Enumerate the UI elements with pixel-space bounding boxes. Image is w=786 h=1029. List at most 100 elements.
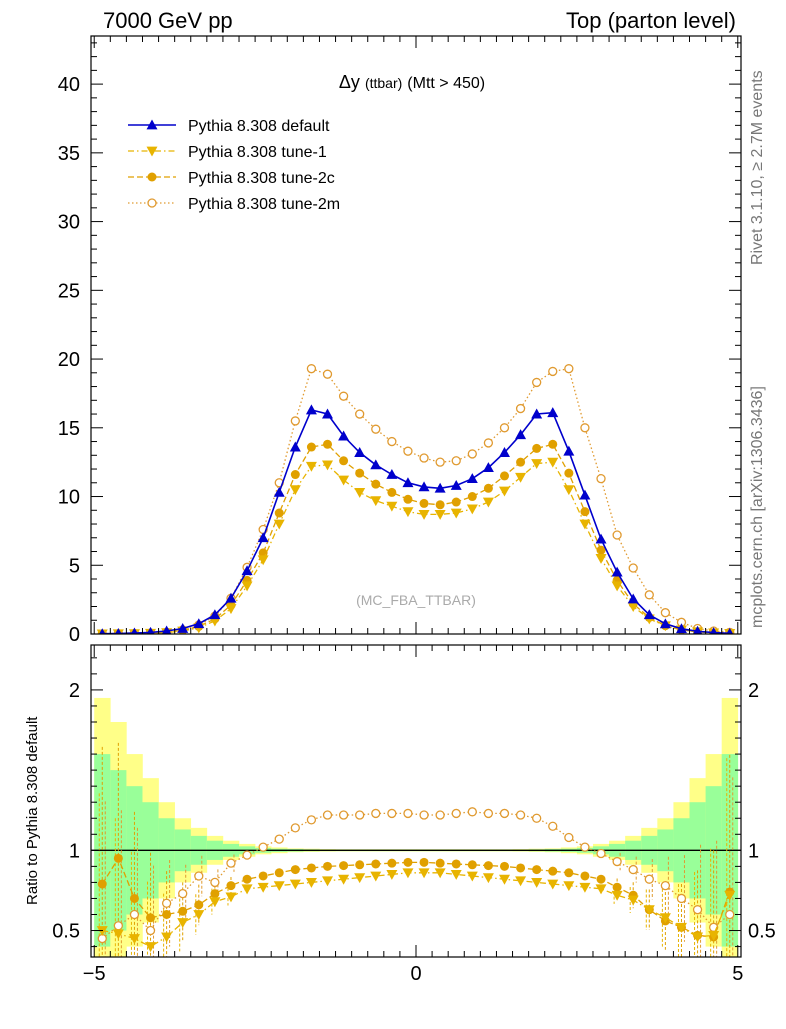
data-point-1-8	[225, 604, 237, 615]
data-point-1-20	[419, 857, 429, 867]
main-title-small: (ttbar)	[365, 75, 402, 91]
data-point-1-16	[355, 860, 365, 870]
data-point-1-11	[274, 868, 284, 878]
data-point-1-27	[532, 865, 542, 875]
data-point-2-26	[515, 810, 526, 820]
data-point-0-11	[273, 881, 285, 892]
ratio-ytick-label: 2	[69, 680, 80, 702]
data-point-2-4	[161, 898, 172, 908]
legend: Pythia 8.308 default Pythia 8.308 tune-1 P…	[128, 118, 340, 213]
data-point-2-6	[194, 871, 204, 881]
data-point-3-16	[355, 409, 365, 419]
data-point-0-5	[177, 918, 189, 929]
data-point-0-3	[145, 942, 157, 953]
data-point-1-14	[322, 460, 334, 471]
data-point-0-17	[370, 871, 382, 882]
data-point-1-29	[563, 485, 575, 496]
data-point-2-12	[290, 470, 300, 480]
legend-entry-2: Pythia 8.308 tune-2c	[128, 170, 335, 187]
data-point-0-23	[466, 473, 478, 484]
data-point-1-29	[564, 868, 574, 878]
data-point-0-22	[450, 480, 462, 490]
main-ytick-label: 0	[69, 624, 80, 646]
main-ytick-label: 20	[58, 349, 80, 371]
data-point-3-19	[403, 446, 413, 456]
data-point-2-17	[371, 479, 381, 489]
data-point-2-13	[306, 442, 316, 452]
main-ytick-label: 15	[58, 418, 80, 440]
data-point-2-14	[322, 810, 333, 820]
data-point-0-4	[161, 932, 173, 943]
data-point-1-31	[596, 874, 606, 884]
data-point-2-19	[403, 808, 413, 819]
data-point-1-24	[482, 497, 494, 508]
data-point-2-16	[355, 810, 365, 820]
data-point-1-10	[258, 871, 268, 881]
data-point-0-8	[225, 592, 237, 603]
data-point-0-34	[643, 609, 655, 620]
data-point-0-22	[450, 869, 462, 880]
series-line-0	[102, 872, 731, 948]
data-point-0-23	[466, 871, 478, 882]
main-panel: 0 5 10 15 20 25 30 35 40 Δy (ttbar) (Mtt > 450) (M…	[58, 35, 742, 646]
data-point-0-34	[643, 905, 655, 916]
data-point-3-24	[483, 438, 494, 448]
data-point-3-34	[644, 590, 654, 600]
data-point-0-33	[627, 895, 639, 906]
watermark: (MC_FBA_TTBAR)	[356, 592, 476, 608]
data-point-2-19	[403, 494, 413, 504]
data-point-1-32	[612, 882, 622, 892]
data-point-0-18	[386, 869, 398, 880]
data-point-2-21	[435, 810, 445, 820]
data-point-2-10	[258, 842, 268, 852]
data-point-2-35	[660, 880, 671, 891]
series-2	[97, 807, 735, 944]
data-point-3-31	[596, 474, 606, 484]
data-point-0-35	[659, 913, 671, 924]
data-point-3-28	[548, 366, 558, 377]
data-point-0-24	[482, 462, 494, 473]
data-point-0-14	[322, 876, 334, 887]
data-point-2-36	[676, 893, 687, 904]
data-point-2-22	[451, 808, 461, 819]
data-point-0-11	[273, 486, 285, 497]
data-point-3-30	[580, 423, 590, 433]
data-point-2-28	[548, 439, 558, 449]
legend-entry-0: Pythia 8.308 default	[128, 118, 330, 135]
data-point-1-26	[516, 863, 526, 873]
legend-marker	[147, 198, 157, 208]
data-point-0-38	[709, 627, 718, 634]
data-point-2-11	[274, 834, 284, 844]
data-point-1-21	[434, 510, 446, 520]
data-point-0-31	[595, 884, 607, 895]
data-point-0-37	[692, 625, 703, 634]
series-2	[97, 439, 735, 634]
data-point-1-5	[178, 906, 188, 916]
data-point-2-21	[435, 500, 445, 510]
data-point-3-35	[660, 608, 671, 618]
data-point-1-15	[339, 861, 349, 871]
data-point-3-26	[515, 403, 526, 414]
data-point-1-22	[450, 508, 462, 519]
data-point-2-5	[178, 888, 188, 899]
data-point-0-3	[146, 626, 155, 634]
data-point-0-15	[338, 874, 350, 885]
xtick-label: 0	[410, 963, 421, 985]
data-point-0-19	[402, 477, 414, 488]
data-point-0-29	[563, 445, 575, 456]
data-point-0-15	[338, 430, 350, 441]
data-point-0-19	[402, 868, 414, 879]
data-point-0-30	[579, 489, 591, 500]
data-point-2-30	[580, 842, 590, 852]
data-point-2-22	[451, 497, 461, 507]
data-point-2-25	[499, 808, 510, 819]
data-point-2-23	[467, 807, 477, 817]
series-0	[99, 404, 734, 634]
data-point-0-32	[611, 566, 623, 577]
series-line-2	[102, 443, 730, 634]
data-point-0-38	[708, 930, 720, 941]
data-point-1-32	[611, 581, 623, 592]
data-point-3-32	[612, 530, 622, 540]
ratio-ytick-label-right: 0.5	[748, 921, 776, 943]
data-point-0-26	[515, 876, 527, 887]
